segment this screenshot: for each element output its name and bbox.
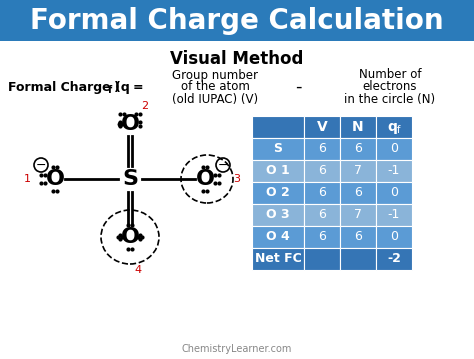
FancyBboxPatch shape: [340, 182, 376, 204]
Text: -: -: [295, 78, 301, 96]
Text: S: S: [122, 169, 138, 189]
Text: 6: 6: [354, 186, 362, 200]
Text: 0: 0: [390, 230, 398, 243]
Text: Formal Charge Calculation: Formal Charge Calculation: [30, 7, 444, 35]
Text: O: O: [46, 169, 64, 189]
Text: 6: 6: [318, 209, 326, 222]
FancyBboxPatch shape: [304, 138, 340, 160]
FancyBboxPatch shape: [252, 160, 304, 182]
Text: Number of: Number of: [359, 69, 421, 81]
Text: V: V: [317, 120, 328, 134]
FancyBboxPatch shape: [340, 160, 376, 182]
Text: -2: -2: [387, 252, 401, 266]
Text: O 1: O 1: [266, 164, 290, 177]
Text: 6: 6: [318, 164, 326, 177]
Text: O: O: [120, 227, 139, 247]
FancyBboxPatch shape: [376, 204, 412, 226]
Text: O: O: [195, 169, 215, 189]
Text: q: q: [387, 120, 397, 134]
Text: f: f: [397, 125, 401, 135]
FancyBboxPatch shape: [304, 182, 340, 204]
FancyBboxPatch shape: [340, 204, 376, 226]
FancyBboxPatch shape: [252, 226, 304, 248]
Text: 6: 6: [318, 186, 326, 200]
Text: O 4: O 4: [266, 230, 290, 243]
FancyBboxPatch shape: [252, 116, 304, 138]
Text: -1: -1: [388, 209, 400, 222]
Text: 6: 6: [354, 230, 362, 243]
Text: Group number: Group number: [172, 69, 258, 81]
FancyBboxPatch shape: [340, 116, 376, 138]
Text: 2: 2: [141, 101, 148, 111]
Text: Formal Charge (q: Formal Charge (q: [8, 80, 130, 93]
Text: 4: 4: [135, 265, 142, 275]
FancyBboxPatch shape: [304, 226, 340, 248]
FancyBboxPatch shape: [376, 116, 412, 138]
Text: 6: 6: [318, 230, 326, 243]
Text: -1: -1: [388, 164, 400, 177]
FancyBboxPatch shape: [252, 248, 304, 270]
Text: of the atom: of the atom: [181, 80, 249, 93]
Text: −: −: [218, 159, 228, 172]
Text: 7: 7: [354, 164, 362, 177]
FancyBboxPatch shape: [340, 226, 376, 248]
FancyBboxPatch shape: [304, 248, 340, 270]
FancyBboxPatch shape: [252, 138, 304, 160]
Text: 3: 3: [234, 174, 240, 184]
Text: O 2: O 2: [266, 186, 290, 200]
FancyBboxPatch shape: [340, 248, 376, 270]
Text: electrons: electrons: [363, 80, 417, 93]
FancyBboxPatch shape: [252, 182, 304, 204]
FancyBboxPatch shape: [304, 204, 340, 226]
FancyBboxPatch shape: [376, 138, 412, 160]
Text: 1: 1: [24, 174, 30, 184]
Text: O: O: [120, 114, 139, 134]
Text: in the circle (N): in the circle (N): [345, 93, 436, 106]
Text: 0: 0: [390, 186, 398, 200]
Text: −: −: [36, 159, 46, 172]
Text: ChemistryLearner.com: ChemistryLearner.com: [182, 344, 292, 354]
FancyBboxPatch shape: [304, 160, 340, 182]
FancyBboxPatch shape: [376, 160, 412, 182]
Text: 6: 6: [354, 143, 362, 155]
FancyBboxPatch shape: [376, 226, 412, 248]
Text: (old IUPAC) (V): (old IUPAC) (V): [172, 93, 258, 106]
FancyBboxPatch shape: [0, 0, 474, 41]
Text: S: S: [273, 143, 283, 155]
FancyBboxPatch shape: [340, 138, 376, 160]
Text: f: f: [108, 85, 112, 95]
Text: Net FC: Net FC: [255, 252, 301, 266]
Text: Visual Method: Visual Method: [170, 50, 304, 68]
Text: O 3: O 3: [266, 209, 290, 222]
FancyBboxPatch shape: [252, 204, 304, 226]
FancyBboxPatch shape: [376, 248, 412, 270]
FancyBboxPatch shape: [376, 182, 412, 204]
Text: 7: 7: [354, 209, 362, 222]
FancyBboxPatch shape: [304, 116, 340, 138]
Text: 6: 6: [318, 143, 326, 155]
Text: )   =: ) =: [114, 80, 144, 93]
Text: N: N: [352, 120, 364, 134]
Text: 0: 0: [390, 143, 398, 155]
